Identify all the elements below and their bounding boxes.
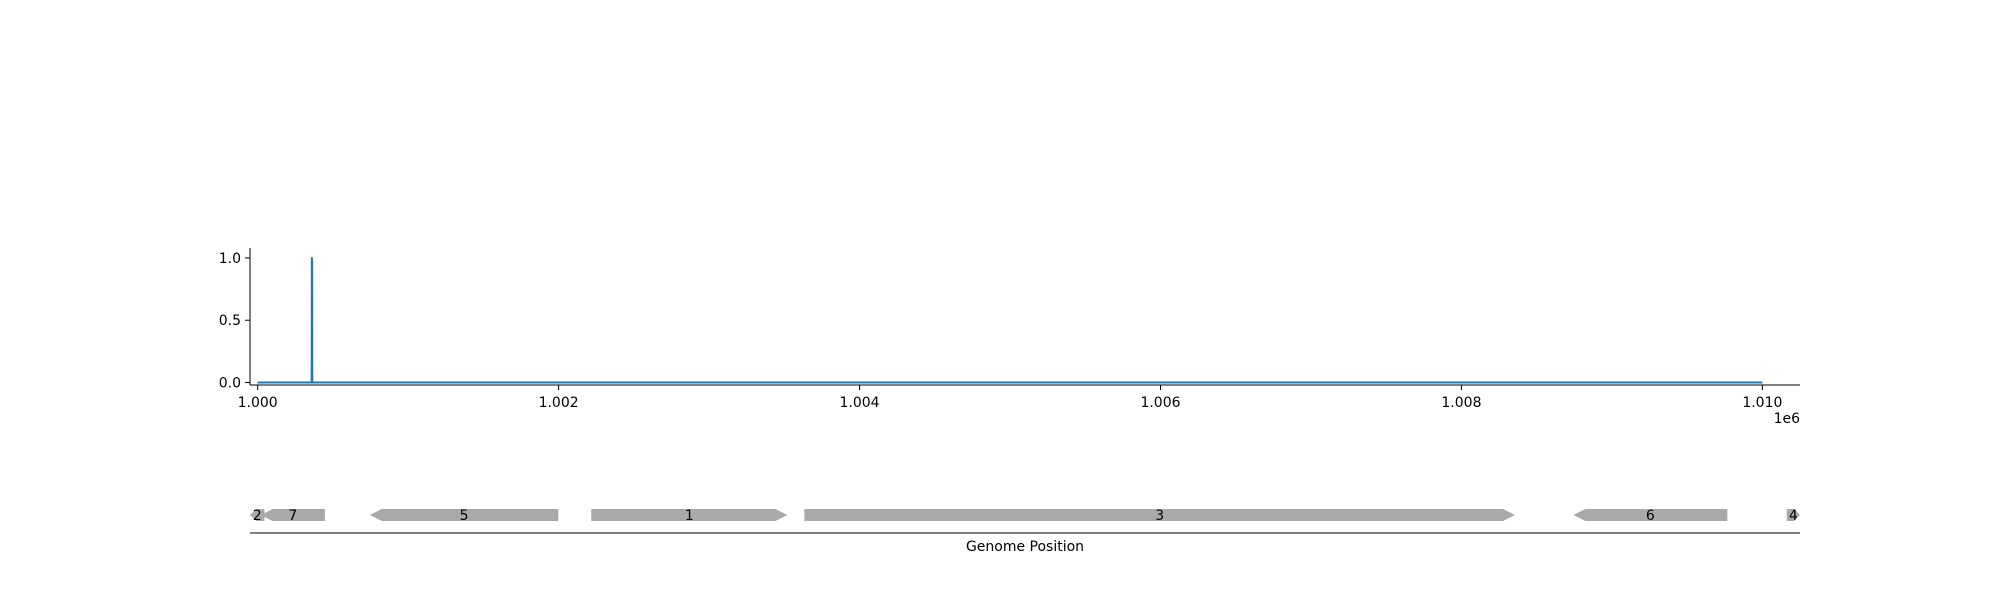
x-tick-label: 1.004 [840,395,880,411]
gene-label-7: 7 [288,508,297,524]
x-axis-title: Genome Position [966,539,1084,555]
x-tick-label: 1.006 [1140,395,1180,411]
gene-label-2: 2 [253,508,262,524]
x-tick-label: 1.002 [539,395,579,411]
gene-arrow-2 [250,509,265,521]
gene-label-6: 6 [1646,508,1655,524]
x-tick-label: 1.000 [238,395,278,411]
gene-arrow-5 [369,509,559,521]
gene-label-4: 4 [1789,508,1798,524]
gene-arrow-7 [260,509,325,521]
gene-track: 2 7 5 1 3 6 4 Genome Position [250,508,1800,555]
gene-arrow-4 [1786,509,1800,521]
gene-label-3: 3 [1155,508,1164,524]
gene-label-5: 5 [460,508,469,524]
gene-arrow-6 [1573,509,1728,521]
coverage-plot: 1.000 1.002 1.004 1.006 1.008 1.010 0.0 0.5 1.0 1… [219,248,1800,427]
y-tick-label: 0.0 [219,376,241,392]
gene-label-1: 1 [685,508,694,524]
gene-arrow-1 [591,509,788,521]
y-tick-label: 0.5 [219,313,241,329]
x-offset-label: 1e6 [1774,411,1801,427]
gene-arrow-3 [804,509,1516,521]
x-tick-label: 1.008 [1441,395,1481,411]
x-tick-label: 1.010 [1742,395,1782,411]
y-tick-label: 1.0 [219,251,241,267]
series-line-0 [257,256,1763,384]
